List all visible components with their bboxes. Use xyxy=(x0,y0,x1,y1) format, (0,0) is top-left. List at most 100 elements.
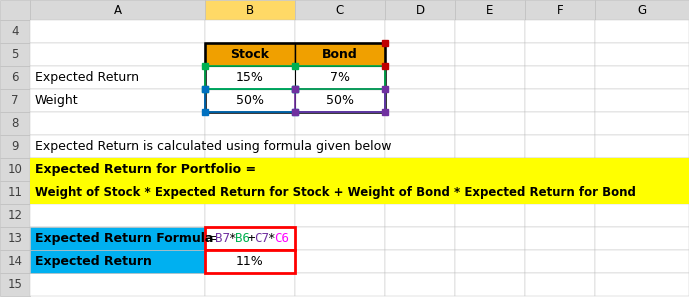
Bar xyxy=(525,112,595,135)
Text: 4: 4 xyxy=(11,25,19,38)
Bar xyxy=(455,66,525,89)
Bar xyxy=(30,204,205,227)
Text: G: G xyxy=(637,4,646,17)
Text: +: + xyxy=(248,232,256,245)
Bar xyxy=(30,135,205,158)
Bar xyxy=(205,89,295,112)
Text: F: F xyxy=(557,4,564,17)
Text: 9: 9 xyxy=(11,140,19,153)
Bar xyxy=(30,250,205,273)
Bar xyxy=(295,227,385,250)
Bar xyxy=(455,158,525,181)
Bar xyxy=(0,181,30,204)
Bar xyxy=(0,158,30,181)
Bar xyxy=(205,135,295,158)
Bar xyxy=(295,204,385,227)
Bar xyxy=(595,158,689,181)
Bar xyxy=(295,89,385,112)
Bar xyxy=(525,250,595,273)
Bar xyxy=(295,43,385,66)
Text: C7: C7 xyxy=(254,232,269,245)
Bar xyxy=(30,112,205,135)
Bar xyxy=(30,89,205,112)
Text: 11%: 11% xyxy=(236,255,264,268)
Text: 50%: 50% xyxy=(326,94,354,107)
Text: C6: C6 xyxy=(274,232,289,245)
Text: Expected Return Formula: Expected Return Formula xyxy=(35,232,214,245)
Text: 5: 5 xyxy=(11,48,19,61)
Bar xyxy=(0,204,30,227)
Bar xyxy=(295,250,385,273)
Bar xyxy=(385,20,455,43)
Bar xyxy=(205,227,295,250)
Bar xyxy=(30,227,205,250)
Bar xyxy=(385,158,455,181)
Bar xyxy=(385,66,455,89)
Bar xyxy=(455,227,525,250)
Bar xyxy=(205,89,385,112)
Bar xyxy=(295,89,385,112)
Bar xyxy=(455,273,525,296)
Bar xyxy=(295,43,385,66)
Bar xyxy=(385,204,455,227)
Text: 13: 13 xyxy=(8,232,23,245)
Bar xyxy=(295,66,385,89)
Bar xyxy=(205,43,385,112)
Text: 15%: 15% xyxy=(236,71,264,84)
Bar xyxy=(30,273,205,296)
Bar xyxy=(205,89,295,112)
Text: 10: 10 xyxy=(8,163,23,176)
Bar xyxy=(30,158,689,181)
Bar xyxy=(385,89,455,112)
Bar xyxy=(295,158,385,181)
Bar xyxy=(595,204,689,227)
Bar xyxy=(30,158,205,181)
Bar xyxy=(0,20,30,43)
Text: Expected Return: Expected Return xyxy=(35,255,152,268)
Text: Stock: Stock xyxy=(231,48,269,61)
Bar xyxy=(295,20,385,43)
Bar xyxy=(0,43,30,66)
Text: 7: 7 xyxy=(11,94,19,107)
Bar xyxy=(205,0,295,20)
Bar xyxy=(455,112,525,135)
Bar xyxy=(30,181,689,204)
Bar xyxy=(595,181,689,204)
Bar xyxy=(295,181,385,204)
Text: E: E xyxy=(486,4,494,17)
Text: D: D xyxy=(415,4,424,17)
Text: 14: 14 xyxy=(8,255,23,268)
Bar xyxy=(525,66,595,89)
Bar xyxy=(455,89,525,112)
Text: B7: B7 xyxy=(216,232,231,245)
Bar xyxy=(385,112,455,135)
Bar xyxy=(525,181,595,204)
Bar xyxy=(30,181,205,204)
Text: 11: 11 xyxy=(8,186,23,199)
Bar xyxy=(0,250,30,273)
Text: A: A xyxy=(114,4,121,17)
Bar xyxy=(30,20,205,43)
Bar xyxy=(0,66,30,89)
Bar xyxy=(385,250,455,273)
Bar xyxy=(455,0,525,20)
Bar xyxy=(295,66,385,89)
Text: =: = xyxy=(209,232,216,245)
Text: *: * xyxy=(267,232,275,245)
Text: B6: B6 xyxy=(235,232,250,245)
Bar xyxy=(595,89,689,112)
Bar xyxy=(0,112,30,135)
Bar xyxy=(205,158,295,181)
Bar xyxy=(385,181,455,204)
Bar xyxy=(385,0,455,20)
Bar xyxy=(525,89,595,112)
Bar xyxy=(595,135,689,158)
Bar xyxy=(0,135,30,158)
Bar xyxy=(205,227,295,250)
Text: *: * xyxy=(229,232,236,245)
Bar xyxy=(525,20,595,43)
Bar xyxy=(30,66,205,89)
Text: 50%: 50% xyxy=(236,94,264,107)
Text: Expected Return is calculated using formula given below: Expected Return is calculated using form… xyxy=(35,140,391,153)
Bar xyxy=(205,181,295,204)
